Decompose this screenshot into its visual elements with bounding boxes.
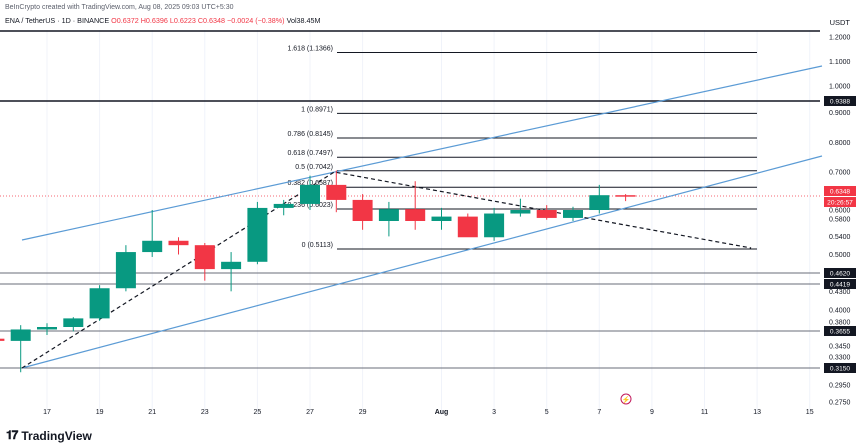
lightning-icon: [620, 393, 632, 405]
price-badge: [824, 279, 856, 289]
candle-body: [168, 240, 189, 246]
time-tick-label: 9: [650, 409, 654, 416]
time-tick-label: 19: [96, 409, 104, 416]
price-badge-text: 0.3655: [830, 329, 851, 336]
fib-level-label: 0.5 (0.7042): [295, 164, 333, 171]
tradingview-logo: 𝟏𝟕 TradingView: [6, 428, 92, 443]
candle-body: [510, 210, 531, 214]
price-badge-text: 0.6348: [830, 189, 851, 196]
zigzag-dashed-line: [21, 171, 752, 369]
candle-body: [563, 210, 583, 218]
channel-lower-line: [21, 155, 823, 369]
candle-body: [589, 195, 610, 211]
price-badge: [824, 363, 856, 373]
candle-body: [63, 318, 84, 328]
price-badge: [824, 326, 856, 336]
price-tick-label: 0.4000: [829, 307, 851, 314]
price-badge: [824, 197, 856, 207]
price-badge-text: 20:26:57: [827, 200, 853, 207]
price-tick-label: 1.2000: [829, 35, 851, 42]
candle-body: [221, 261, 242, 270]
time-tick-label: 27: [306, 409, 314, 416]
candle-body: [405, 209, 426, 221]
candle-body: [300, 184, 320, 204]
price-tick-label: 0.2950: [829, 383, 851, 390]
price-badge: [824, 268, 856, 278]
fib-level-label: 1.618 (1.1366): [287, 46, 333, 53]
candle-body: [89, 288, 110, 319]
price-tick-label: 0.5000: [829, 252, 851, 259]
time-tick-label: 7: [597, 409, 601, 416]
candle-body: [115, 252, 136, 289]
price-badge-text: 0.4419: [830, 282, 851, 289]
price-tick-label: 0.5800: [829, 216, 851, 223]
lightning-glyph: ⚡: [622, 395, 631, 404]
channel-upper-line: [21, 65, 823, 241]
candle-body: [10, 329, 31, 341]
price-tick-label: 0.9000: [829, 110, 851, 117]
price-tick-label: 0.5400: [829, 234, 851, 241]
price-tick-label: 0.7000: [829, 170, 851, 177]
candle-body: [194, 245, 215, 270]
candle-body: [37, 327, 57, 330]
created-by-caption: BeInCrypto created with TradingView.com,…: [5, 4, 234, 11]
candle-body: [536, 210, 557, 218]
fib-level-label: 0.786 (0.8145): [287, 131, 333, 138]
candle-body: [326, 184, 347, 200]
price-tick-label: 0.8000: [829, 140, 851, 147]
price-tick-label: 0.6000: [829, 208, 851, 215]
candle-body: [247, 207, 268, 262]
candle-body: [457, 216, 478, 238]
fib-level-label: 0 (0.5113): [302, 242, 333, 249]
price-badge-text: 0.3150: [830, 366, 851, 373]
price-badge-text: 0.4620: [830, 271, 851, 278]
price-tick-label: 0.3800: [829, 320, 851, 327]
price-tick-label: 0.4300: [829, 289, 851, 296]
time-tick-label: 23: [201, 409, 209, 416]
candle-body: [142, 240, 163, 253]
candle-body: [352, 199, 373, 221]
price-tick-label: 1.0000: [829, 84, 851, 91]
ohlc-values: O0.6372 H0.6396 L0.6223 C0.6348 −0.0024 …: [111, 16, 285, 25]
time-tick-label: 15: [806, 409, 814, 416]
fib-level-label: 1 (0.8971): [301, 106, 333, 113]
price-badge-text: 0.9388: [830, 99, 851, 106]
candle-body: [378, 209, 399, 221]
time-tick-label: 13: [753, 409, 761, 416]
volume-value: Vol38.45M: [286, 16, 321, 25]
price-tick-label: 0.2750: [829, 400, 851, 407]
time-tick-label: 29: [359, 409, 367, 416]
tradingview-icon: 𝟏𝟕: [6, 428, 18, 442]
price-tick-label: 0.3450: [829, 344, 851, 351]
time-tick-label: 25: [254, 409, 262, 416]
candle-body: [431, 216, 452, 221]
candle-body: [615, 195, 636, 197]
symbol-legend[interactable]: ENA / TetherUS · 1D · BINANCE O0.6372 H0…: [5, 16, 321, 25]
candle-body: [0, 338, 5, 341]
time-tick-label: 21: [148, 409, 156, 416]
fib-level-label: 0.618 (0.7497): [287, 150, 333, 157]
price-tick-label: 1.1000: [829, 59, 851, 66]
time-tick-label: 3: [492, 409, 496, 416]
price-badge: [824, 96, 856, 106]
price-tick-label: 0.3300: [829, 355, 851, 362]
price-badge: [824, 186, 856, 196]
symbol-name: ENA / TetherUS · 1D · BINANCE: [5, 16, 110, 25]
time-tick-label: 11: [701, 409, 708, 416]
time-tick-label: 17: [43, 409, 51, 416]
candle-body: [484, 213, 505, 238]
currency-label: USDT: [829, 18, 850, 27]
time-tick-label: Aug: [435, 409, 449, 416]
time-tick-label: 5: [545, 409, 549, 416]
candle-body: [273, 203, 294, 208]
